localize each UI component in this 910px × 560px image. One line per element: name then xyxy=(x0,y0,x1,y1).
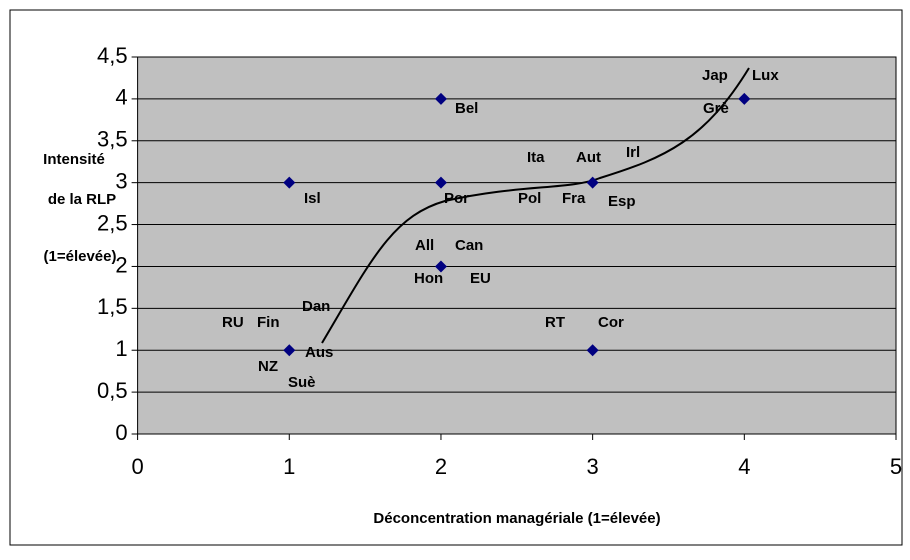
point-annotation: Isl xyxy=(304,190,321,207)
point xyxy=(283,344,296,357)
y-axis-label: Intensité xyxy=(43,151,105,168)
point-annotation: All xyxy=(415,237,434,254)
point-annotation: RU xyxy=(222,314,244,331)
y-tick-label: 0,5 xyxy=(97,378,128,403)
point-annotation: Aut xyxy=(576,149,601,166)
y-tick-label: 4 xyxy=(115,85,127,110)
point-annotation: Hon xyxy=(414,270,443,287)
y-axis-label: de la RLP xyxy=(48,191,116,208)
point xyxy=(434,92,447,105)
x-tick-label: 3 xyxy=(587,454,599,479)
point-annotation: Jap xyxy=(702,67,728,84)
point-annotation: Bel xyxy=(455,100,478,117)
point xyxy=(434,176,447,189)
point xyxy=(586,176,599,189)
y-tick-label: 2 xyxy=(115,252,127,277)
plot-border xyxy=(137,56,897,435)
x-tick-label: 0 xyxy=(131,454,143,479)
point-annotation: NZ xyxy=(258,358,278,375)
point xyxy=(738,92,751,105)
x-tick-label: 5 xyxy=(890,454,902,479)
x-tick-label: 4 xyxy=(738,454,750,479)
point-annotation: Suè xyxy=(288,374,316,391)
trend-curve xyxy=(321,67,750,344)
point-annotation: Lux xyxy=(752,67,779,84)
point-annotation: Irl xyxy=(626,144,640,161)
y-tick-label: 3,5 xyxy=(97,127,128,152)
point xyxy=(586,344,599,357)
y-tick-label: 2,5 xyxy=(97,210,128,235)
y-tick-label: 1 xyxy=(115,336,127,361)
point-annotation: RT xyxy=(545,314,565,331)
point-annotation: Aus xyxy=(305,344,333,361)
point xyxy=(283,176,296,189)
x-tick-label: 1 xyxy=(283,454,295,479)
plot-area xyxy=(137,57,897,434)
point-annotation: Dan xyxy=(302,298,330,315)
point-annotation: Esp xyxy=(608,193,636,210)
x-tick-label: 2 xyxy=(435,454,447,479)
point-annotation: Fin xyxy=(257,314,280,331)
y-tick-label: 1,5 xyxy=(97,294,128,319)
point-annotation: Por xyxy=(444,190,469,207)
y-tick-label: 4,5 xyxy=(97,43,128,68)
point-annotation: Pol xyxy=(518,190,541,207)
point-annotation: EU xyxy=(470,270,491,287)
point-annotation: Can xyxy=(455,237,483,254)
point-annotation: Cor xyxy=(598,314,624,331)
point-annotation: Fra xyxy=(562,190,586,207)
y-axis-label: (1=élevée) xyxy=(44,248,117,265)
point xyxy=(434,260,447,273)
y-tick-label: 3 xyxy=(115,168,127,193)
point-annotation: Grè xyxy=(703,100,729,117)
point-annotation: Ita xyxy=(527,149,545,166)
x-axis-label: Déconcentration managériale (1=élevée) xyxy=(373,510,660,527)
y-tick-label: 0 xyxy=(115,420,127,445)
